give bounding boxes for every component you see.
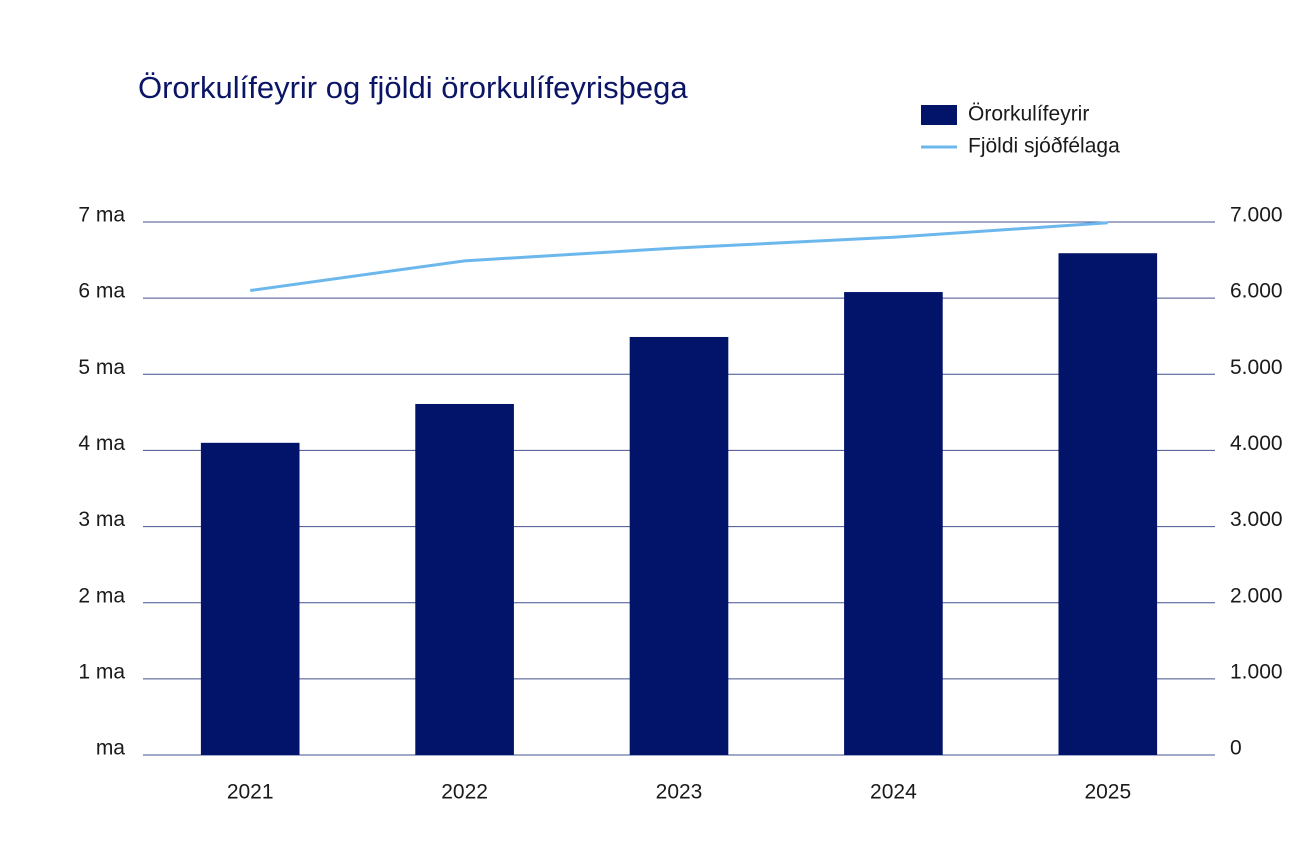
y-tick-label: 1 ma — [78, 660, 125, 683]
y2-tick-label: 6.000 — [1230, 280, 1283, 303]
legend-label: Fjöldi sjóðfélaga — [968, 135, 1120, 158]
y-tick-label: ma — [96, 737, 125, 760]
bar — [1058, 253, 1158, 755]
x-tick-label: 2024 — [870, 781, 917, 804]
y-tick-label: 4 ma — [78, 432, 125, 455]
y2-tick-label: 0 — [1230, 737, 1242, 760]
y2-tick-label: 7.000 — [1230, 204, 1283, 227]
legend-swatch — [921, 105, 957, 125]
y2-tick-label: 1.000 — [1230, 660, 1283, 683]
y2-tick-label: 2.000 — [1230, 584, 1283, 607]
y2-tick-label: 4.000 — [1230, 432, 1283, 455]
line — [249, 221, 1108, 293]
chart-title: Örorkulífeyrir og fjöldi örorkulífeyrisþ… — [138, 70, 688, 105]
y-tick-label: 7 ma — [78, 204, 125, 227]
bar — [629, 336, 729, 755]
bar — [844, 292, 943, 755]
y2-tick-label: 3.000 — [1230, 508, 1283, 531]
x-tick-label: 2022 — [441, 781, 488, 804]
y-tick-label: 2 ma — [78, 584, 125, 607]
bar — [415, 403, 514, 755]
x-tick-label: 2025 — [1084, 781, 1131, 804]
legend-label: Örorkulífeyrir — [968, 103, 1089, 126]
y-tick-label: 5 ma — [78, 356, 125, 379]
bar — [200, 442, 300, 755]
y2-tick-label: 5.000 — [1230, 356, 1283, 379]
x-tick-label: 2021 — [227, 781, 274, 804]
y-tick-label: 3 ma — [78, 508, 125, 531]
y-tick-label: 6 ma — [78, 280, 125, 303]
x-tick-label: 2023 — [656, 781, 703, 804]
